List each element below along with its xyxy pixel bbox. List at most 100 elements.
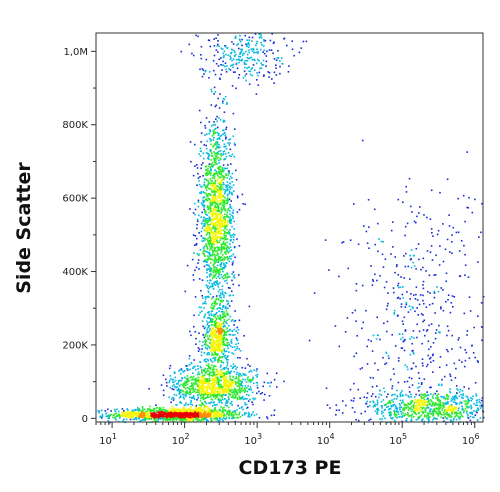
event-point	[424, 414, 426, 416]
event-point	[205, 386, 207, 388]
event-point	[224, 332, 226, 335]
event-point	[215, 277, 218, 279]
event-point	[435, 411, 437, 414]
event-point	[222, 343, 224, 346]
event-point	[437, 413, 439, 415]
event-point	[390, 417, 392, 419]
event-point	[450, 405, 452, 408]
event-point	[223, 169, 225, 172]
event-point	[413, 402, 416, 404]
event-point	[215, 118, 217, 120]
event-point	[198, 393, 201, 396]
event-point	[206, 271, 208, 274]
event-point	[431, 410, 434, 413]
event-point	[178, 412, 181, 414]
event-point	[207, 290, 210, 293]
event-point	[113, 414, 115, 416]
event-point	[178, 410, 181, 413]
event-point	[231, 279, 233, 282]
event-point	[216, 387, 218, 389]
event-point	[214, 356, 216, 359]
event-point	[212, 209, 215, 211]
event-point	[214, 224, 217, 227]
event-point	[227, 388, 229, 390]
event-point	[188, 364, 191, 366]
event-point	[231, 153, 234, 156]
event-point	[192, 416, 194, 418]
event-point	[211, 352, 213, 355]
event-point	[193, 398, 196, 401]
event-point	[226, 187, 229, 190]
event-point	[329, 407, 331, 409]
event-point	[214, 234, 217, 237]
event-point	[208, 252, 211, 255]
event-point	[220, 256, 223, 258]
event-point	[230, 385, 232, 387]
event-point	[187, 410, 190, 413]
event-point	[223, 111, 226, 113]
event-point	[204, 340, 206, 342]
event-point	[147, 413, 149, 416]
event-point	[171, 414, 173, 417]
event-point	[185, 392, 187, 394]
event-point	[128, 412, 131, 415]
event-point	[422, 406, 425, 409]
event-point	[203, 245, 206, 248]
event-point	[198, 180, 200, 182]
event-point	[184, 376, 186, 379]
event-point	[216, 327, 219, 329]
event-point	[203, 237, 205, 240]
event-point	[202, 240, 205, 242]
event-point	[417, 416, 419, 419]
event-point	[222, 151, 225, 153]
event-point	[244, 389, 246, 391]
event-point	[217, 399, 220, 401]
event-point	[372, 400, 374, 403]
event-point	[164, 417, 167, 419]
event-point	[223, 258, 226, 260]
event-point	[200, 419, 203, 422]
event-point	[253, 414, 256, 417]
event-point	[228, 260, 230, 263]
event-point	[210, 262, 212, 264]
event-point	[220, 250, 223, 252]
event-point	[137, 412, 140, 414]
event-point	[230, 386, 233, 389]
event-point	[351, 407, 354, 409]
event-point	[206, 217, 208, 220]
event-point	[212, 296, 214, 298]
event-point	[224, 227, 226, 230]
event-point	[221, 299, 224, 302]
event-point	[213, 325, 216, 327]
event-point	[186, 413, 188, 416]
event-point	[202, 220, 204, 222]
event-point	[141, 410, 144, 412]
event-point	[229, 175, 232, 178]
event-point	[399, 408, 401, 411]
event-point	[204, 367, 207, 370]
event-point	[200, 416, 203, 419]
event-point	[224, 247, 226, 250]
event-point	[459, 411, 461, 413]
event-point	[253, 398, 255, 401]
event-point	[232, 383, 234, 385]
event-point	[452, 398, 455, 400]
event-point	[218, 219, 220, 222]
event-point	[215, 378, 217, 380]
event-point	[223, 324, 225, 327]
event-point	[222, 240, 225, 243]
event-point	[166, 410, 168, 412]
event-point	[215, 238, 218, 240]
event-point	[245, 403, 248, 406]
event-point	[228, 413, 230, 415]
event-point	[400, 391, 402, 394]
event-point	[210, 306, 212, 309]
event-point	[190, 385, 192, 387]
event-point	[204, 393, 206, 396]
event-point	[231, 367, 234, 370]
event-point	[101, 415, 104, 418]
event-point	[462, 393, 465, 395]
event-point	[172, 409, 175, 412]
event-point	[226, 202, 228, 205]
event-point	[224, 377, 227, 379]
